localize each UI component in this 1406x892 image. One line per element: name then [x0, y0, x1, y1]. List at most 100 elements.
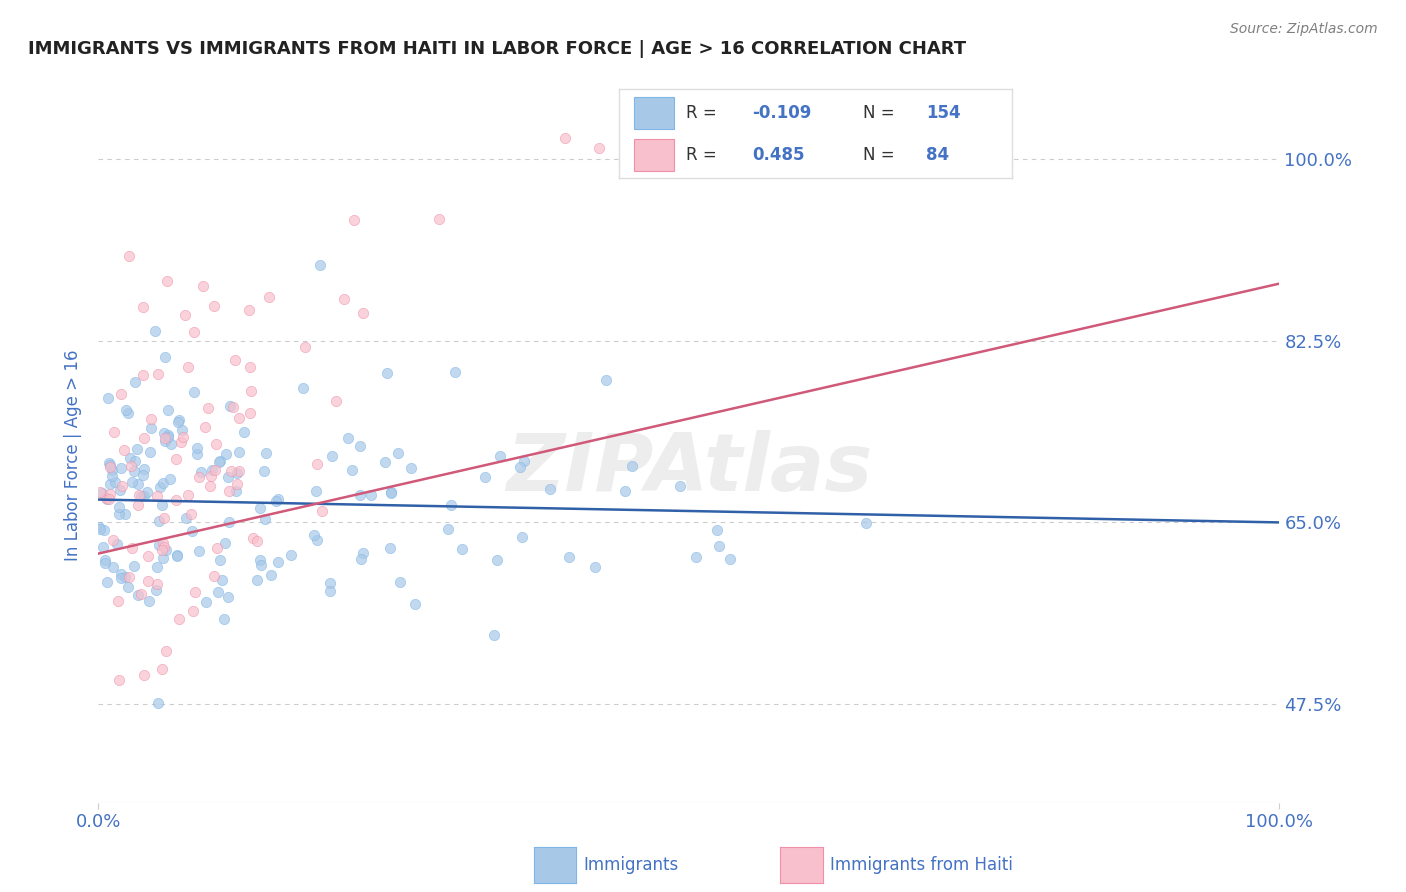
Point [180, 508, 202, 522]
Point [148, 538, 170, 552]
Point [93, 523, 115, 537]
Point [246, 574, 269, 588]
Point [588, 141, 610, 155]
Point [211, 573, 233, 587]
Point [474, 470, 496, 484]
Point [97, 491, 120, 506]
Point [554, 131, 576, 145]
Point [201, 463, 224, 477]
Text: Immigrants: Immigrants [583, 856, 679, 874]
Point [352, 305, 374, 319]
Point [118, 570, 141, 584]
Point [127, 588, 149, 602]
Point [207, 584, 229, 599]
Point [187, 470, 209, 484]
Point [91, 486, 114, 500]
Point [94, 556, 117, 570]
Point [352, 546, 374, 560]
Point [97, 391, 120, 405]
Point [214, 536, 236, 550]
Point [707, 540, 730, 554]
Point [250, 558, 273, 572]
Text: R =: R = [686, 146, 716, 164]
Point [153, 511, 176, 525]
Point [152, 551, 174, 566]
Point [177, 360, 200, 375]
Point [319, 575, 342, 590]
Point [105, 537, 128, 551]
Point [156, 430, 179, 444]
Y-axis label: In Labor Force | Age > 16: In Labor Force | Age > 16 [65, 349, 83, 561]
Point [139, 445, 162, 459]
Point [205, 436, 228, 450]
Point [124, 453, 146, 467]
Point [153, 426, 176, 441]
Point [136, 549, 159, 563]
Point [174, 308, 197, 322]
Point [669, 479, 692, 493]
Point [110, 483, 132, 498]
Point [98, 456, 121, 470]
Point [183, 584, 205, 599]
Point [141, 412, 163, 426]
Point [170, 423, 193, 437]
Text: Source: ZipAtlas.com: Source: ZipAtlas.com [1230, 22, 1378, 37]
Point [118, 249, 141, 263]
Point [249, 501, 271, 516]
Point [337, 431, 360, 445]
Point [260, 567, 283, 582]
Point [308, 258, 330, 272]
Point [94, 491, 117, 505]
Point [194, 420, 217, 434]
Point [620, 458, 643, 473]
Point [254, 512, 277, 526]
Point [208, 454, 231, 468]
Point [165, 493, 187, 508]
Point [181, 604, 204, 618]
Point [214, 612, 236, 626]
Point [190, 465, 212, 479]
Point [93, 553, 115, 567]
Point [153, 431, 176, 445]
Point [510, 531, 533, 545]
Point [183, 325, 205, 339]
Point [380, 485, 402, 500]
Point [157, 428, 180, 442]
Point [222, 400, 245, 414]
Point [146, 576, 169, 591]
Point [218, 515, 240, 529]
Point [153, 434, 176, 448]
Point [117, 580, 139, 594]
Point [132, 468, 155, 483]
Point [167, 612, 190, 626]
Point [349, 439, 371, 453]
Point [108, 673, 131, 688]
Point [349, 488, 371, 502]
Point [159, 472, 181, 486]
Point [115, 403, 138, 417]
Point [360, 488, 382, 502]
Point [427, 212, 450, 227]
Point [110, 386, 132, 401]
Point [152, 536, 174, 550]
Text: 154: 154 [925, 104, 960, 122]
Point [101, 533, 124, 547]
Point [150, 498, 173, 512]
Point [127, 498, 149, 512]
Point [136, 574, 159, 588]
Point [257, 290, 280, 304]
Point [253, 464, 276, 478]
Point [294, 340, 316, 354]
FancyBboxPatch shape [634, 139, 673, 171]
Point [219, 399, 242, 413]
Point [129, 489, 152, 503]
Point [186, 447, 208, 461]
Point [509, 460, 531, 475]
Point [98, 458, 121, 472]
Point [217, 590, 239, 604]
Point [166, 548, 188, 562]
Point [160, 437, 183, 451]
Point [404, 597, 426, 611]
Point [224, 353, 246, 368]
Point [91, 541, 114, 555]
